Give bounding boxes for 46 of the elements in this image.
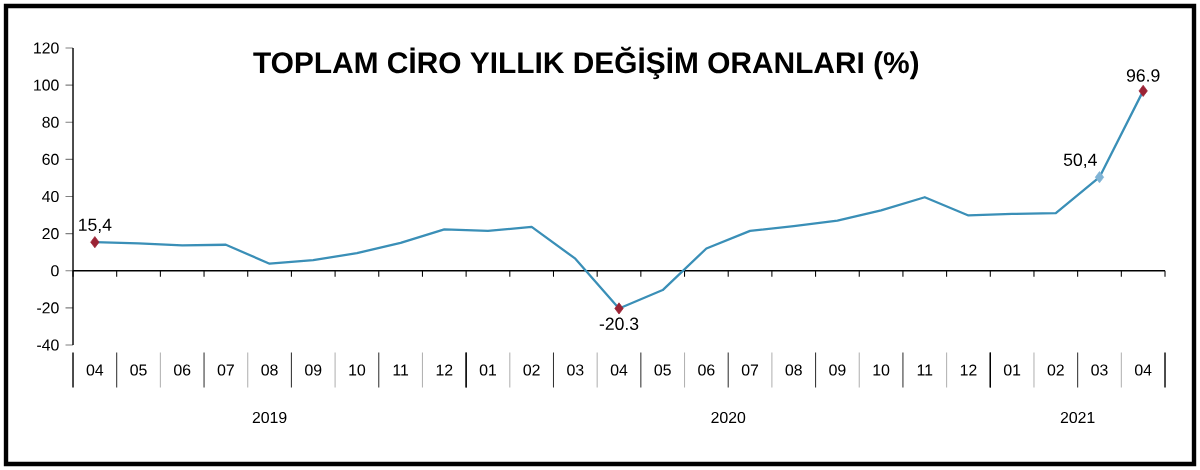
x-tick-label: 10 (873, 364, 890, 376)
y-tick-label: 100 (34, 79, 59, 91)
x-tick-label: 02 (1047, 364, 1064, 376)
data-label: -20.3 (599, 317, 639, 330)
y-tick-label: 80 (42, 116, 59, 128)
x-tick-label: 12 (436, 364, 453, 376)
x-tick-label: 09 (829, 364, 846, 376)
x-tick-label: 04 (86, 364, 104, 376)
data-label: 96.9 (1126, 69, 1160, 82)
y-tick-label: -40 (37, 339, 59, 351)
point (614, 302, 624, 315)
x-tick-label: 07 (741, 364, 759, 376)
x-tick-label: 12 (960, 364, 977, 376)
y-tick-label: 120 (34, 42, 59, 54)
y-tick-label: 60 (42, 153, 59, 165)
point (90, 236, 100, 249)
x-tick-label: 09 (305, 364, 322, 376)
x-tick-label: 08 (261, 364, 278, 376)
x-tick-label: 04 (1134, 364, 1152, 376)
x-tick-label: 07 (217, 364, 234, 376)
data-label: 15,4 (79, 218, 112, 234)
x-tick-label: 04 (610, 364, 628, 376)
point (1094, 171, 1105, 184)
x-tick-label: 03 (1091, 364, 1108, 376)
y-tick-label: 20 (42, 228, 59, 240)
x-tick-label: 03 (567, 364, 584, 376)
x-tick-label: 08 (785, 364, 802, 376)
x-tick-label: 05 (130, 364, 147, 376)
x-tick-label: 01 (479, 364, 496, 376)
x-tick-label: 06 (698, 364, 715, 376)
x-tick-label: 11 (917, 364, 933, 376)
point (1138, 84, 1148, 97)
y-tick-label: 40 (42, 190, 59, 203)
x-tick-label: 01 (1003, 364, 1021, 376)
x-tick-label: 05 (654, 364, 671, 376)
text: 2019 (252, 411, 287, 424)
x-tick-label: 02 (523, 364, 540, 376)
data-label: 50,4 (1063, 153, 1097, 169)
x-tick-label: 11 (393, 364, 409, 376)
text: 2020 (711, 411, 746, 424)
text: 2021 (1060, 411, 1095, 424)
x-tick-label: 06 (174, 364, 191, 376)
x-tick-label: 10 (349, 364, 366, 376)
y-tick-label: -20 (37, 302, 59, 314)
y-tick-label: 0 (51, 265, 59, 277)
chart-title: TOPLAM CİRO YILLIK DEĞİŞİM ORANLARI (%) (253, 46, 919, 80)
